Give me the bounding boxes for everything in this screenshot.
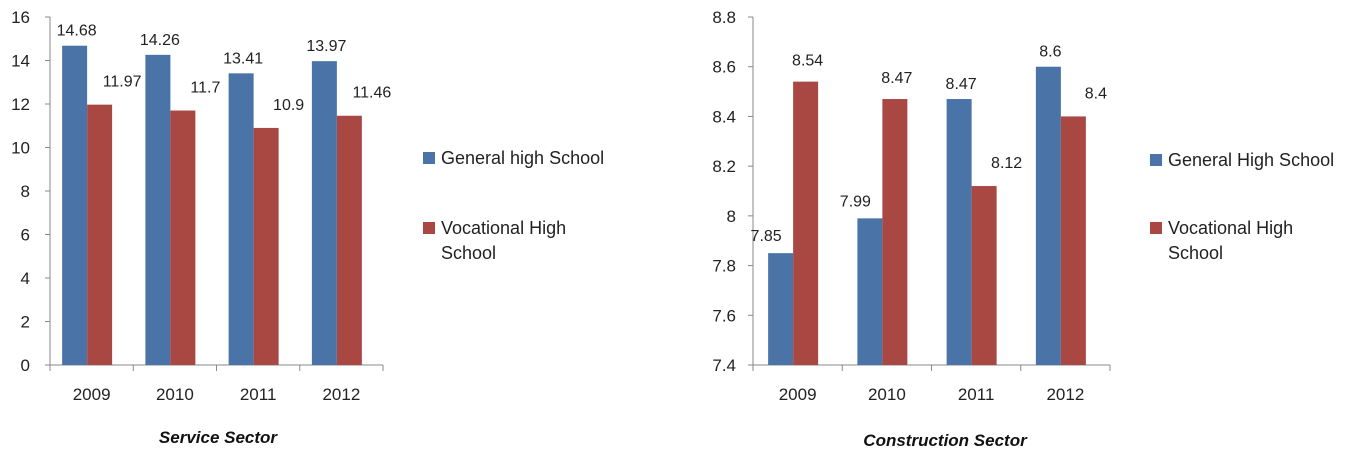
y-tick-label: 7.4 (712, 356, 736, 375)
chart-title-construction-sector: Construction Sector (863, 431, 1028, 450)
y-tick-label: 6 (21, 226, 30, 245)
x-tick-label-2012: 2012 (322, 385, 360, 404)
data-label-vocational-high-school-2009: 8.54 (792, 53, 823, 70)
data-label-general-high-school-2010: 7.99 (840, 193, 871, 210)
legend-label-general-high-school: General High School (1168, 150, 1334, 170)
data-label-general-high-school-2012: 13.97 (306, 38, 346, 55)
x-tick-label-2011: 2011 (240, 385, 277, 404)
y-tick-label: 16 (11, 8, 30, 27)
data-label-vocational-high-school-2012: 11.46 (352, 85, 391, 102)
bar-vocational-high-school-2012 (1060, 116, 1086, 365)
y-tick-label: 8.6 (712, 58, 736, 77)
y-tick-label: 10 (11, 139, 30, 158)
x-tick-label-2009: 2009 (779, 385, 817, 404)
data-label-vocational-high-school-2009: 11.97 (103, 74, 142, 91)
legend-swatch-vocational-high-school (423, 222, 435, 234)
y-tick-label: 8 (727, 207, 736, 226)
bar-general-high-school-2010 (145, 54, 171, 365)
y-tick-label: 8.8 (712, 8, 736, 27)
data-label-vocational-high-school-2010: 8.47 (881, 70, 912, 87)
x-tick-label-2011: 2011 (958, 385, 995, 404)
data-label-general-high-school-2010: 14.26 (140, 32, 180, 49)
data-label-general-high-school-2009: 7.85 (751, 228, 782, 245)
data-label-general-high-school-2011: 8.47 (946, 76, 977, 93)
y-tick-label: 8.4 (712, 107, 736, 126)
y-tick-label: 0 (21, 356, 30, 375)
data-label-vocational-high-school-2012: 8.4 (1085, 85, 1107, 102)
bar-general-high-school-2011 (946, 99, 972, 366)
bar-general-high-school-2010 (857, 218, 883, 365)
legend-swatch-vocational-high-school (1150, 222, 1162, 234)
bar-vocational-high-school-2012 (336, 115, 362, 366)
legend-label-vocational-high-school: Vocational High (1168, 218, 1293, 238)
data-label-general-high-school-2009: 14.68 (57, 23, 97, 40)
bar-vocational-high-school-2010 (170, 110, 196, 366)
bar-general-high-school-2012 (1035, 66, 1061, 365)
construction-sector-chart: 7.4 7.6 7.8 8 8.2 8.4 8.6 8.8 2009 2010 2011 2012 7.… (712, 8, 1334, 450)
y-tick-label: 7.8 (712, 257, 736, 276)
legend-label-vocational-high-school: Vocational High (441, 218, 566, 238)
data-label-general-high-school-2012: 8.6 (1039, 44, 1061, 61)
y-tick-label: 4 (21, 269, 30, 288)
bar-general-high-school-2011 (228, 73, 254, 366)
bar-vocational-high-school-2010 (882, 99, 908, 366)
legend-label-general-high-school: General high School (441, 148, 604, 168)
legend-swatch-general-high-school (423, 152, 435, 164)
service-sector-chart: 0 2 4 6 8 10 12 14 16 2009 2010 2011 2012 14.68 14.26 1… (11, 8, 604, 447)
y-tick-label: 2 (21, 313, 30, 332)
y-tick-label: 8 (21, 182, 30, 201)
legend-label-vocational-high-school: School (1168, 243, 1223, 263)
legend-swatch-general-high-school (1150, 154, 1162, 166)
x-tick-label-2010: 2010 (156, 385, 194, 404)
y-tick-label: 7.6 (712, 306, 736, 325)
y-tick-label: 12 (11, 95, 30, 114)
x-tick-label-2009: 2009 (73, 385, 111, 404)
data-label-vocational-high-school-2010: 11.7 (190, 80, 220, 97)
bar-vocational-high-school-2011 (253, 127, 279, 365)
bar-general-high-school-2009 (768, 253, 794, 365)
bar-general-high-school-2012 (311, 61, 337, 366)
y-tick-label: 14 (11, 52, 30, 71)
data-label-vocational-high-school-2011: 8.12 (991, 155, 1022, 172)
x-tick-label-2012: 2012 (1046, 385, 1084, 404)
bar-general-high-school-2009 (62, 45, 88, 366)
bar-vocational-high-school-2009 (87, 104, 113, 365)
x-tick-label-2010: 2010 (868, 385, 906, 404)
legend-label-vocational-high-school: School (441, 243, 496, 263)
y-tick-label: 8.2 (712, 157, 736, 176)
bar-vocational-high-school-2011 (971, 186, 997, 365)
data-label-general-high-school-2011: 13.41 (223, 50, 263, 67)
chart-title-service-sector: Service Sector (159, 428, 279, 447)
bar-vocational-high-school-2009 (793, 81, 819, 365)
data-label-vocational-high-school-2011: 10.9 (273, 97, 304, 114)
